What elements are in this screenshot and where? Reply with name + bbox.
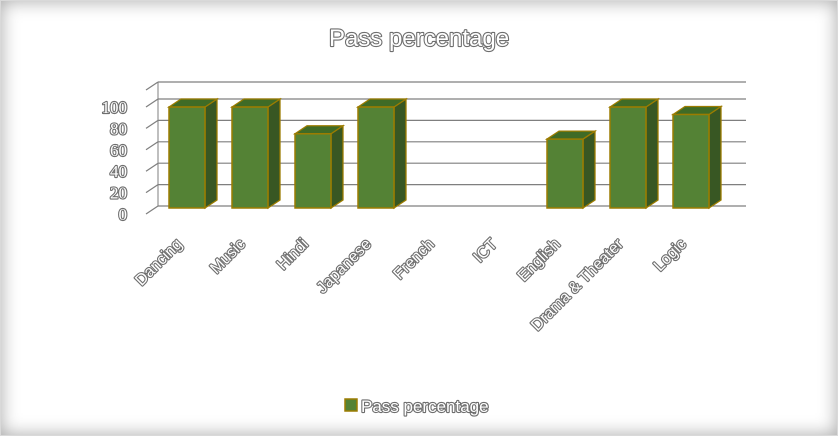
gridline-diagonal <box>145 205 159 215</box>
bar <box>544 129 598 210</box>
bar-side <box>582 129 596 210</box>
chart-title: Pass percentage <box>329 25 509 52</box>
bar <box>670 105 724 210</box>
bar-front <box>609 106 647 209</box>
legend-swatch <box>344 398 358 412</box>
bar-side <box>393 97 407 210</box>
x-category-label: Logic <box>651 236 690 275</box>
bar-side <box>645 97 659 210</box>
bar <box>292 124 346 210</box>
x-category-label: Music <box>207 236 249 278</box>
y-tick-label: 0 <box>119 205 128 224</box>
legend: Pass percentage <box>344 396 490 417</box>
y-tick-label: 20 <box>110 184 127 203</box>
bar-side <box>330 124 344 210</box>
bar-front <box>357 106 395 209</box>
gridline-diagonal <box>145 162 159 172</box>
bar-front <box>672 113 710 209</box>
x-category-label: Japanese <box>314 236 375 297</box>
bar-front <box>231 106 269 209</box>
y-tick-label: 40 <box>110 162 127 181</box>
bar-front <box>546 138 584 209</box>
gridline-diagonal <box>145 119 159 129</box>
gridline-top-diagonal <box>145 81 159 91</box>
bars <box>166 97 724 210</box>
gridline-diagonal <box>145 141 159 151</box>
y-tick-label: 100 <box>102 98 128 117</box>
bar-side <box>204 97 218 210</box>
x-axis-categories: Dancing Music Hindi Japanese French ICT Englis… <box>131 234 691 335</box>
x-category-label: Dancing <box>132 236 186 290</box>
bar <box>166 97 220 210</box>
y-tick-label: 60 <box>110 141 127 160</box>
bar-side <box>708 105 722 210</box>
x-category-label: ICT <box>471 236 501 266</box>
bar <box>229 97 283 210</box>
bar-front <box>168 106 206 209</box>
gridline-diagonal <box>145 98 159 108</box>
gridline-diagonal <box>145 184 159 194</box>
x-category-label: Hindi <box>274 236 312 274</box>
y-axis-ticks: 0 20 40 60 80 100 <box>100 97 128 225</box>
bar-front <box>294 133 332 209</box>
bar <box>607 97 661 210</box>
y-tick-label: 80 <box>110 119 127 138</box>
x-category-label: English <box>515 236 564 285</box>
bar <box>355 97 409 210</box>
x-category-label: French <box>391 236 438 283</box>
bar-side <box>267 97 281 210</box>
legend-label: Pass percentage <box>361 397 489 416</box>
